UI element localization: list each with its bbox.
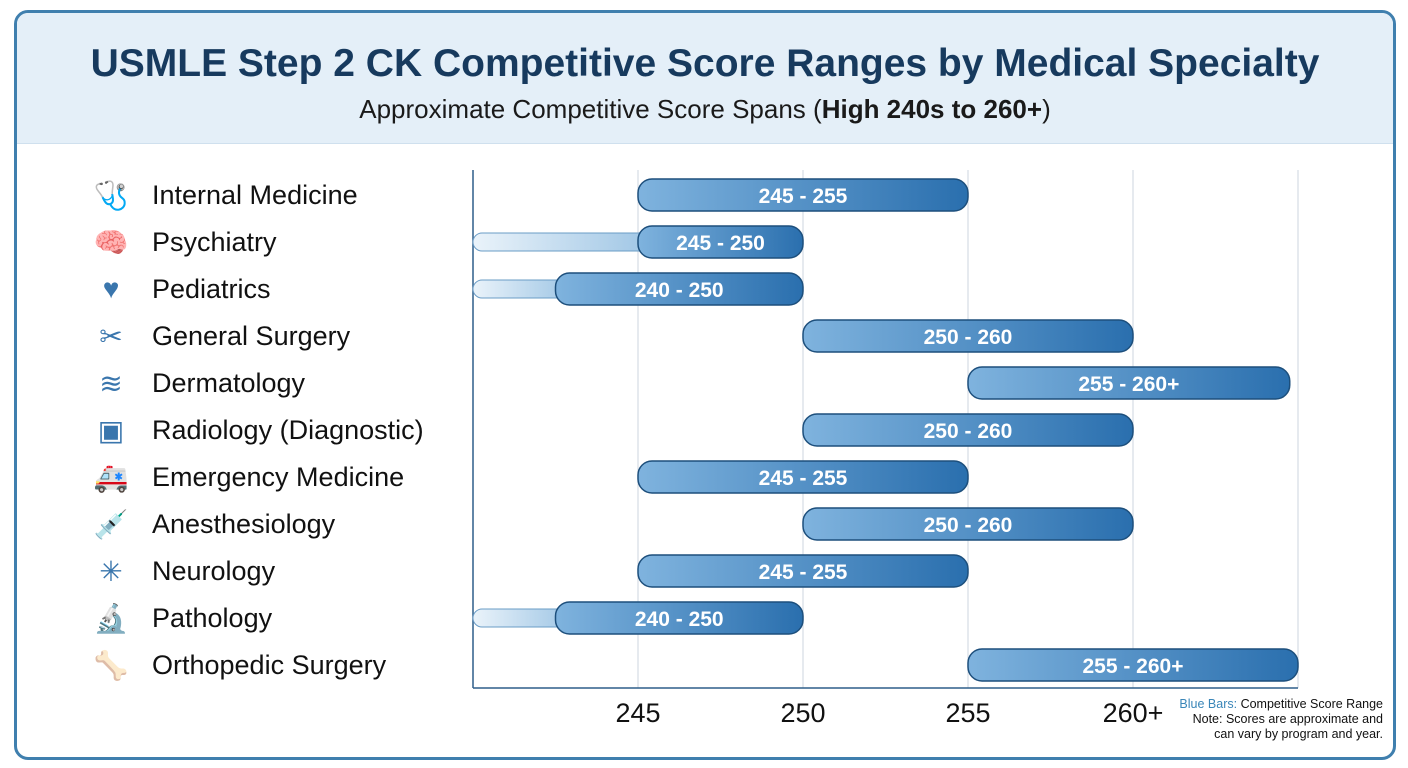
category-label: Anesthesiology [152,508,336,539]
category-label: Orthopedic Surgery [152,649,387,680]
chart-title: USMLE Step 2 CK Competitive Score Ranges… [90,42,1320,85]
range-bar [554,272,804,306]
bar-data-label: 255 - 260+ [1082,655,1183,678]
stethoscope-icon: 🩺 [93,179,129,211]
category-label: Psychiatry [152,226,277,257]
legend-note-2: can vary by program and year. [1214,727,1383,741]
category-row: ♥ Pediatrics [88,269,271,309]
x-tick-label: 260+ [1103,698,1164,728]
neuron-icon: ✳ [99,555,123,587]
subtitle-bold: High 240s to 260+ [821,94,1043,124]
range-bar [967,648,1299,682]
skin-hair-icon: ≋ [99,367,123,399]
legend-key-text: Competitive Score Range [1237,697,1383,711]
category-row: ✂ General Surgery [88,316,350,356]
range-bar [967,366,1291,400]
category-row: 🧠 Psychiatry [88,222,277,262]
category-label: Emergency Medicine [152,461,405,492]
bar-data-label: 245 - 255 [759,467,848,490]
xray-icon: ▣ [97,414,125,446]
x-tick-label: 245 [615,698,660,728]
microscope-icon: 🔬 [93,602,129,634]
bar-data-label: 250 - 260 [924,326,1013,349]
x-tick-label: 250 [780,698,825,728]
range-bar [554,601,804,635]
category-row: 💉 Anesthesiology [88,504,336,544]
category-label: Dermatology [152,367,306,398]
range-bar [802,507,1134,541]
category-label: Neurology [152,555,276,586]
category-row: 🩺 Internal Medicine [88,175,358,215]
range-bar [637,178,969,212]
category-label: Pathology [152,602,273,633]
bar-data-label: 240 - 250 [635,279,724,302]
bar-data-label: 240 - 250 [635,608,724,631]
range-bar [802,413,1134,447]
category-row: 🔬 Pathology [88,598,273,638]
legend: Blue Bars: Competitive Score Range Note:… [1179,697,1383,742]
bar-data-label: 255 - 260+ [1078,373,1179,396]
category-label: Internal Medicine [152,179,358,210]
category-row: ▣ Radiology (Diagnostic) [88,410,424,450]
bar-data-label: 245 - 250 [676,232,765,255]
ambulance-icon: 🚑 [93,461,129,493]
category-label: General Surgery [152,320,351,351]
legend-key: Blue Bars: [1179,697,1238,711]
category-row: 🚑 Emergency Medicine [88,457,405,497]
category-row: 🦴 Orthopedic Surgery [88,645,387,685]
subtitle-text: Approximate Competitive Score Spans ( [359,94,822,124]
mask-syringe-icon: 💉 [93,508,129,540]
bar-data-label: 245 - 255 [759,561,848,584]
bar-data-label: 250 - 260 [924,514,1013,537]
range-bar [637,554,969,588]
subtitle-suffix: ) [1042,94,1051,124]
category-label: Radiology (Diagnostic) [152,414,424,445]
range-bar [802,319,1134,353]
category-label: Pediatrics [152,273,271,304]
range-bar [637,460,969,494]
chart-subtitle: Approximate Competitive Score Spans (Hig… [17,93,1393,125]
heart-child-icon: ♥ [102,273,120,304]
range-bar [637,225,804,259]
category-row: ✳ Neurology [88,551,275,591]
legend-note-1: Note: Scores are approximate and [1192,712,1383,726]
bar-data-label: 250 - 260 [924,420,1013,443]
scalpel-icon: ✂ [99,320,123,352]
range-extension-bar [472,232,659,252]
brain-icon: 🧠 [93,226,129,258]
x-tick-label: 255 [945,698,990,728]
bar-data-label: 245 - 255 [759,185,848,208]
header: USMLE Step 2 CK Competitive Score Ranges… [17,13,1393,144]
category-row: ≋ Dermatology [88,363,305,403]
bone-joint-icon: 🦴 [93,649,129,681]
